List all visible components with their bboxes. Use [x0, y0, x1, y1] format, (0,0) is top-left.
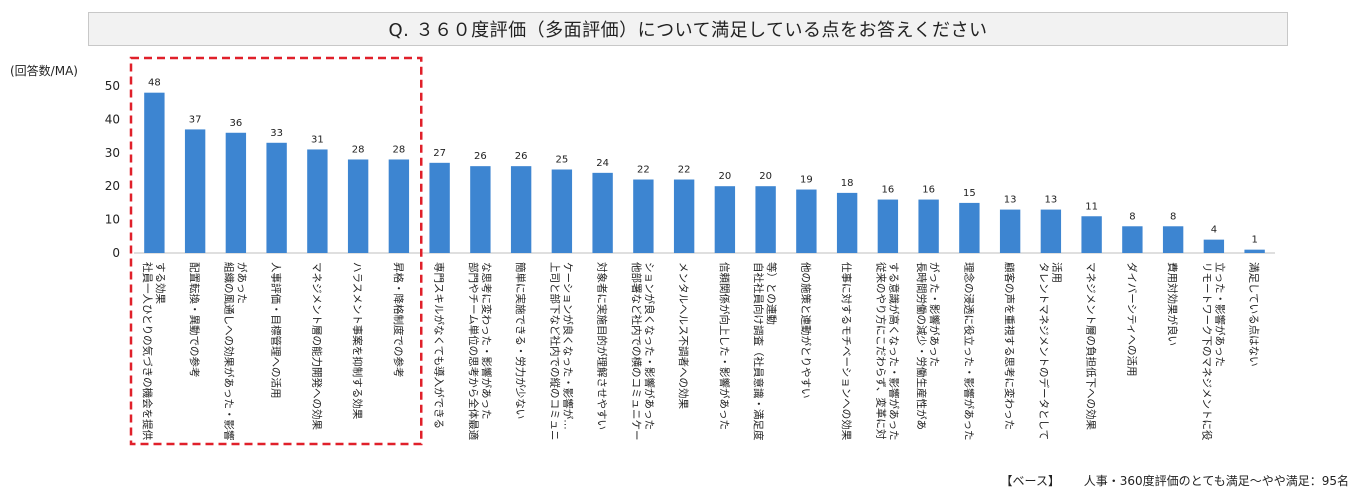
x-tick-label: 他の施策と連動がとりやすい: [799, 262, 812, 399]
data-label: 15: [963, 188, 976, 199]
data-label: 8: [1129, 211, 1135, 222]
bar: [918, 199, 939, 253]
bar: [1081, 216, 1102, 253]
bar: [1162, 226, 1184, 253]
x-tick-label: 昇格・降格制度での参考: [392, 262, 405, 378]
data-label: 26: [474, 151, 487, 162]
bar: [836, 192, 858, 253]
bar: [1244, 249, 1265, 253]
y-axis-label: (回答数/MA): [10, 64, 78, 78]
bar: [510, 166, 532, 253]
data-label: 31: [311, 134, 324, 145]
bar: [959, 202, 980, 253]
x-tick-label: 従来のやり方にこだわらず、変革に対する意識が高くなった・影響があった: [874, 262, 900, 441]
x-tick-label: 対象者に実施目的が理解させやすい: [596, 262, 609, 430]
footer-base-label: 【ベース】: [1000, 474, 1060, 488]
data-label: 18: [841, 178, 854, 189]
bar: [673, 179, 695, 253]
bar: [225, 132, 247, 253]
bar: [999, 209, 1021, 253]
x-tick-label: 人事評価・目標管理への活用: [270, 262, 283, 399]
data-label: 4: [1211, 225, 1217, 236]
data-label: 19: [800, 175, 813, 186]
x-tick-label: 理念の浸透に役立った・影響があった: [962, 262, 975, 441]
x-tick-label: 簡単に実施できる・労力が少ない: [514, 262, 527, 419]
bar: [347, 159, 369, 253]
data-label: 27: [433, 148, 446, 159]
x-tick-label: 社員一人ひとりの気づきの機会を提供する効果: [141, 262, 167, 441]
x-tick-label: 信頼関係が向上した・影響があった: [718, 262, 731, 430]
y-tick-label: 30: [105, 146, 120, 160]
data-label: 36: [230, 118, 243, 129]
x-tick-label: 部門やチーム単位の思考から全体最適な思考に変わった・影響があった: [467, 262, 493, 441]
bar: [633, 179, 654, 253]
x-tick-label: 専門スキルがなくても導入ができる: [433, 262, 446, 429]
bar: [429, 162, 450, 253]
bar: [1040, 209, 1062, 253]
data-label: 20: [759, 171, 772, 182]
x-tick-label: 満足している点はない: [1248, 262, 1260, 367]
y-tick-label: 0: [112, 246, 120, 260]
data-label: 48: [148, 78, 161, 89]
data-label: 26: [515, 151, 528, 162]
data-label: 28: [352, 144, 365, 155]
data-label: 16: [882, 185, 895, 196]
y-tick-label: 20: [105, 179, 120, 193]
x-tick-label: 費用対効果が良い: [1166, 262, 1179, 346]
x-tick-label: 他部署など社内での横のコミュニケーションが良くなった・影響があった: [630, 262, 656, 441]
bar: [551, 169, 573, 253]
data-label: 24: [596, 158, 609, 169]
x-tick-label: マネジメント層の能力開発への効果: [310, 262, 323, 430]
y-tick-label: 40: [105, 112, 120, 126]
data-label: 8: [1170, 211, 1176, 222]
bar: [592, 172, 613, 253]
data-label: 16: [922, 185, 935, 196]
bar: [877, 199, 899, 253]
x-tick-label: ハラスメント事案を抑制する効果: [351, 262, 364, 420]
x-tick-label: 長時間労働の減少・労働生産性があがった・影響があった: [915, 262, 941, 430]
bar: [184, 129, 206, 253]
chart-title: Q. ３６０度評価（多面評価）について満足している点をお答えください: [88, 12, 1288, 46]
x-tick-label: 仕事に対するモチベーションへの効果: [840, 262, 853, 441]
x-tick-label: タレントマネジメントのデータとして活用: [1037, 262, 1062, 440]
bar: [1122, 226, 1143, 253]
bar: [714, 186, 736, 253]
x-tick-label: 組織の風通しへの効果があった・影響があった: [222, 262, 248, 441]
x-tick-label: 配置転換・異動での参考: [188, 262, 201, 378]
x-tick-label: マネジメント層の負担低下への効果: [1085, 262, 1098, 430]
x-tick-label: メンタルヘルス不調者への効果: [677, 262, 690, 409]
bar: [470, 166, 491, 253]
bar: [307, 149, 328, 253]
data-label: 25: [556, 155, 569, 166]
data-label: 13: [1045, 195, 1058, 206]
x-tick-label: 自社社員向け調査（社員意識・満足度等）との連動: [752, 262, 778, 441]
data-label: 28: [393, 144, 406, 155]
bar: [755, 186, 776, 253]
x-tick-label: 上司と部下など社内での縦のコミュニケーションが良くなった・影響が…: [548, 262, 574, 441]
footer-base-text: 人事・360度評価のとても満足～やや満足：95名: [1083, 474, 1349, 488]
data-label: 20: [719, 171, 732, 182]
data-label: 33: [270, 128, 283, 139]
data-label: 11: [1085, 201, 1098, 212]
bar: [1203, 239, 1225, 253]
y-tick-label: 50: [105, 79, 120, 93]
y-tick-label: 10: [105, 213, 120, 227]
data-label: 1: [1251, 235, 1257, 246]
data-label: 22: [678, 165, 691, 176]
data-label: 37: [189, 114, 202, 125]
data-label: 22: [637, 165, 650, 176]
x-tick-label: 顧客の声を重視する思考に変わった: [1003, 262, 1016, 430]
bar: [266, 142, 287, 253]
bar: [388, 159, 410, 253]
bar: [144, 92, 165, 254]
bar: [796, 189, 817, 253]
highlight-box: [129, 56, 423, 446]
x-tick-label: リモートワーク下のマネジメントに役立った・影響があった: [1200, 262, 1226, 441]
x-tick-label: ダイバーシティへの活用: [1125, 262, 1138, 376]
data-label: 13: [1004, 195, 1017, 206]
footer-base-note: 【ベース】 人事・360度評価のとても満足～やや満足：95名: [1001, 472, 1349, 489]
